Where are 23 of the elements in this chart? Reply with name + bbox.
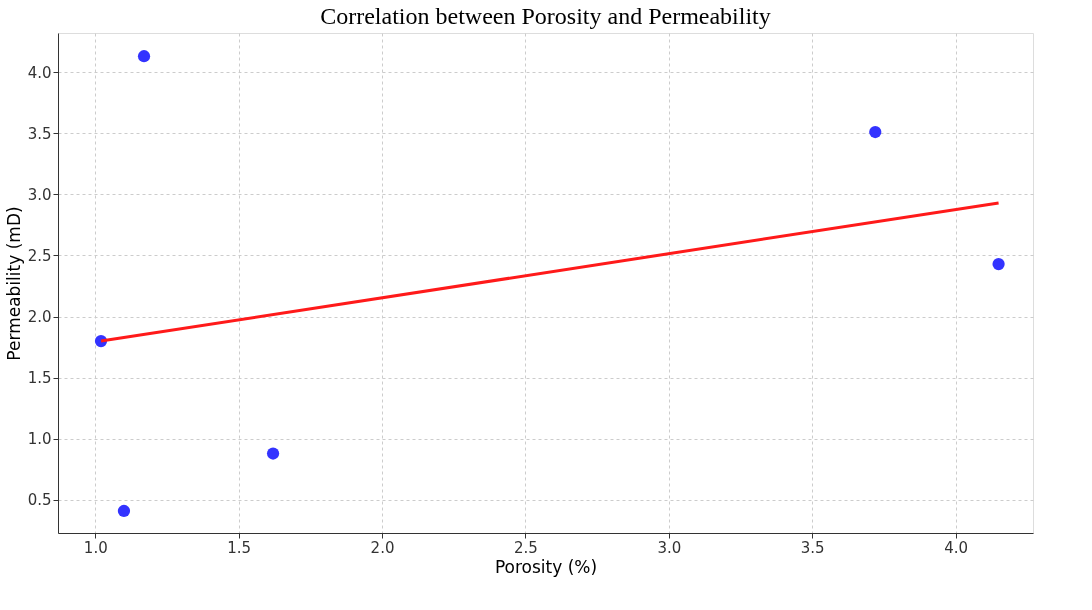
y-axis-title: Permeability (mD) xyxy=(3,206,24,361)
x-tick-label: 2.0 xyxy=(370,538,395,557)
point xyxy=(117,504,131,518)
y-tick-label: 2.0 xyxy=(27,308,52,327)
y-tick-label: 3.5 xyxy=(27,124,52,143)
x-tick-label: 3.0 xyxy=(657,538,682,557)
point xyxy=(137,50,151,63)
y-tick-label: 1.5 xyxy=(27,369,52,388)
point xyxy=(869,125,882,139)
x-tick-label: 4.0 xyxy=(944,538,968,557)
point xyxy=(266,447,280,460)
y-tick-label: 1.0 xyxy=(27,430,52,449)
x-tick-label: 1.5 xyxy=(227,538,252,557)
chart-title: Correlation between Porosity and Permeability xyxy=(320,3,771,29)
y-tick-label: 4.0 xyxy=(27,63,52,82)
x-tick-label: 3.5 xyxy=(800,538,825,557)
x-tick-label: 1.0 xyxy=(83,538,108,557)
y-tick-label: 0.5 xyxy=(27,491,52,510)
y-tick-label: 2.5 xyxy=(27,246,52,265)
point xyxy=(992,257,1005,271)
x-tick-label: 2.5 xyxy=(514,538,538,557)
x-axis-title: Porosity (%) xyxy=(494,556,598,577)
y-tick-label: 3.0 xyxy=(27,185,52,204)
